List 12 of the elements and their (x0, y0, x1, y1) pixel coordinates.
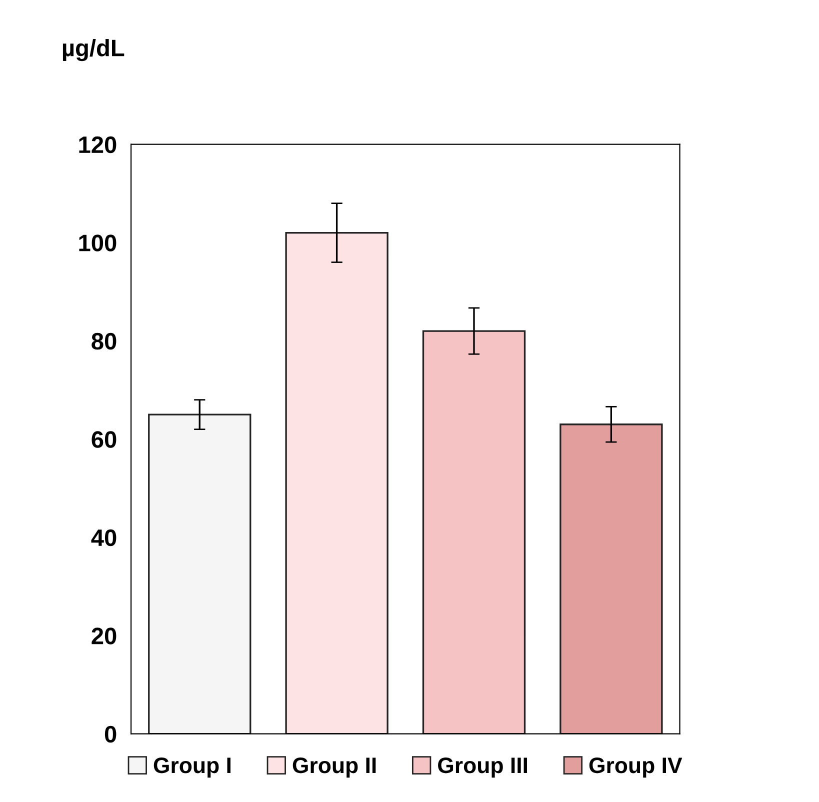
y-tick-label: 40 (91, 529, 116, 546)
y-tick-label: 120 (79, 136, 116, 154)
legend-label: Group III (438, 757, 527, 778)
y-axis-title: µg/dL (62, 39, 124, 62)
y-tick-label: 0 (104, 726, 116, 743)
y-tick-label: 100 (79, 234, 116, 252)
legend-label: Group IV (589, 757, 682, 778)
y-tick-label: 20 (92, 628, 116, 644)
legend-label: Group I (154, 757, 230, 778)
y-tick-label: 80 (92, 332, 116, 350)
y-tick-label: 60 (92, 431, 116, 448)
legend-label: Group II (292, 757, 376, 778)
